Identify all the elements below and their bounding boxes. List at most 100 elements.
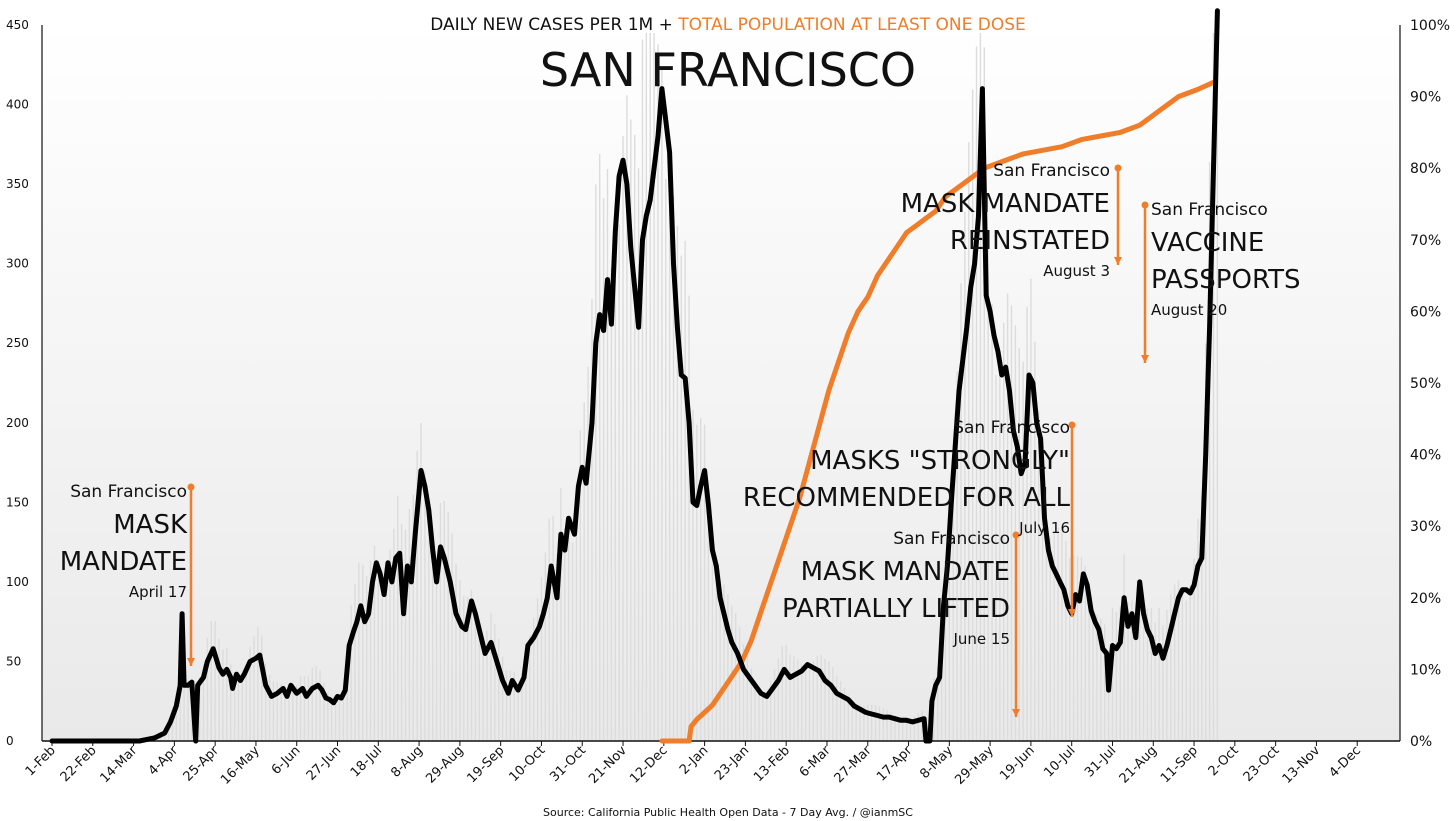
annotation-place: San Francisco bbox=[993, 161, 1110, 181]
right-tick-label: 80% bbox=[1410, 161, 1441, 177]
annotation-date: April 17 bbox=[129, 583, 187, 601]
annotation-dot bbox=[1141, 201, 1149, 209]
subtitle-accent: TOTAL POPULATION AT LEAST ONE DOSE bbox=[677, 15, 1026, 35]
subtitle-main: DAILY NEW CASES PER 1M + bbox=[430, 15, 678, 35]
right-tick-label: 30% bbox=[1410, 519, 1441, 535]
x-tick-label: 8-Aug bbox=[388, 743, 426, 781]
x-tick-label: 27-Mar bbox=[832, 743, 875, 786]
left-tick-label: 450 bbox=[6, 18, 29, 32]
x-tick-label: 23-Jan bbox=[712, 743, 752, 783]
annotation-headline: PASSPORTS bbox=[1151, 265, 1301, 295]
right-tick-label: 70% bbox=[1410, 233, 1441, 249]
x-tick-label: 22-Feb bbox=[58, 743, 100, 785]
right-axis: 0% 10% 20% 30% 40% 50% 60% 70% 80% 90% 100% bbox=[1410, 18, 1450, 750]
x-tick-label: 16-May bbox=[218, 743, 263, 788]
right-tick-label: 40% bbox=[1410, 448, 1441, 464]
annotation-place: San Francisco bbox=[953, 418, 1070, 438]
annotation-place: San Francisco bbox=[1151, 200, 1268, 220]
right-tick-label: 10% bbox=[1410, 662, 1441, 678]
annotation-headline: REINSTATED bbox=[950, 226, 1110, 256]
left-tick-label: 0 bbox=[6, 734, 14, 748]
annotation: San Francisco MASK MANDATE PARTIALLY LIFTE… bbox=[782, 529, 1020, 717]
source-note: Source: California Public Health Open Da… bbox=[543, 806, 913, 819]
x-tick-label: 1-Feb bbox=[23, 743, 59, 779]
left-tick-label: 250 bbox=[6, 336, 29, 350]
annotation-dot bbox=[1068, 421, 1076, 429]
chart-subtitle: DAILY NEW CASES PER 1M + TOTAL POPULATIO… bbox=[430, 15, 1026, 35]
x-tick-label: 31-Oct bbox=[547, 743, 589, 785]
x-tick-label: 2-Jan bbox=[677, 743, 711, 777]
x-tick-label: 17-Apr bbox=[874, 743, 916, 785]
plot-background bbox=[42, 25, 1400, 741]
annotation-place: San Francisco bbox=[893, 529, 1010, 549]
annotation-arrowhead bbox=[1068, 609, 1076, 617]
annotation-place: San Francisco bbox=[70, 482, 187, 502]
annotation-headline: MASK MANDATE bbox=[901, 189, 1110, 219]
annotation-headline: VACCINE bbox=[1151, 228, 1264, 258]
right-tick-label: 20% bbox=[1410, 591, 1441, 607]
x-tick-label: 14-Mar bbox=[97, 743, 140, 786]
left-tick-label: 150 bbox=[6, 495, 29, 509]
annotation-arrowhead bbox=[1141, 355, 1149, 363]
x-tick-label: 6-Mar bbox=[797, 743, 835, 781]
x-tick-label: 29-Aug bbox=[423, 743, 466, 786]
cases-series-line bbox=[49, 8, 1220, 744]
x-tick-label: 31-Jul bbox=[1082, 743, 1119, 780]
x-tick-label: 18-Jul bbox=[348, 743, 385, 780]
annotation: San Francisco MASKS "STRONGLY" RECOMMENDED… bbox=[743, 418, 1076, 617]
x-tick-label: 8-May bbox=[917, 743, 956, 782]
x-tick-label: 11-Sep bbox=[1158, 743, 1201, 786]
x-tick-label: 21-Aug bbox=[1117, 743, 1160, 786]
x-tick-label: 6-Jun bbox=[269, 743, 304, 778]
chart-title: SAN FRANCISCO bbox=[540, 43, 916, 97]
x-tick-label: 23-Oct bbox=[1241, 743, 1283, 785]
annotation: San Francisco MASK MANDATE April 17 bbox=[60, 482, 195, 666]
x-tick-label: 12-Dec bbox=[627, 743, 670, 786]
x-tick-label: 2-Oct bbox=[1206, 743, 1242, 779]
annotation-date: August 20 bbox=[1151, 301, 1227, 319]
x-tick-label: 10-Jul bbox=[1041, 743, 1078, 780]
x-tick-label: 4-Apr bbox=[146, 743, 182, 779]
x-tick-label: 19-Sep bbox=[465, 743, 508, 786]
annotation-headline: MASKS "STRONGLY" bbox=[810, 446, 1070, 476]
annotation-headline: RECOMMENDED FOR ALL bbox=[743, 483, 1071, 513]
annotation-arrowhead bbox=[1114, 257, 1122, 265]
annotation-date: August 3 bbox=[1043, 262, 1110, 280]
right-tick-label: 100% bbox=[1410, 18, 1450, 34]
annotation-headline: MASK MANDATE bbox=[801, 557, 1010, 587]
left-tick-label: 350 bbox=[6, 177, 29, 191]
annotation-date: June 15 bbox=[952, 630, 1010, 648]
annotation-dot bbox=[1012, 531, 1020, 539]
x-tick-label: 13-Nov bbox=[1280, 743, 1324, 787]
right-tick-label: 90% bbox=[1410, 90, 1441, 106]
x-tick-label: 13-Feb bbox=[751, 743, 793, 785]
annotation-headline: PARTIALLY LIFTED bbox=[782, 594, 1010, 624]
left-tick-label: 50 bbox=[6, 654, 21, 668]
annotation-arrowhead bbox=[1012, 709, 1020, 717]
left-tick-label: 400 bbox=[6, 98, 29, 112]
right-tick-label: 60% bbox=[1410, 304, 1441, 320]
left-tick-label: 200 bbox=[6, 416, 29, 430]
annotation-arrowhead bbox=[187, 658, 195, 666]
left-axis: 0 50 100 150 200 250 300 350 400 450 bbox=[6, 18, 29, 748]
x-tick-label: 19-Jun bbox=[997, 743, 1038, 784]
x-tick-label: 10-Oct bbox=[507, 743, 549, 785]
x-tick-label: 27-Jun bbox=[304, 743, 345, 784]
x-tick-label: 25-Apr bbox=[181, 743, 223, 785]
left-tick-label: 300 bbox=[6, 257, 29, 271]
annotation-headline: MASK bbox=[113, 510, 188, 540]
annotation-dot bbox=[187, 483, 195, 491]
x-tick-label: 29-May bbox=[952, 743, 997, 788]
annotation-headline: MANDATE bbox=[60, 547, 187, 577]
right-tick-label: 50% bbox=[1410, 376, 1441, 392]
x-tick-label: 21-Nov bbox=[586, 743, 630, 787]
x-tick-label: 4-Dec bbox=[1326, 743, 1364, 781]
annotation-date: July 16 bbox=[1018, 519, 1070, 537]
left-tick-label: 100 bbox=[6, 575, 29, 589]
right-tick-label: 0% bbox=[1410, 734, 1432, 750]
annotation: San Francisco MASK MANDATE REINSTATED Augus… bbox=[901, 161, 1122, 280]
annotation: San Francisco VACCINE PASSPORTS August 20 bbox=[1141, 200, 1301, 363]
